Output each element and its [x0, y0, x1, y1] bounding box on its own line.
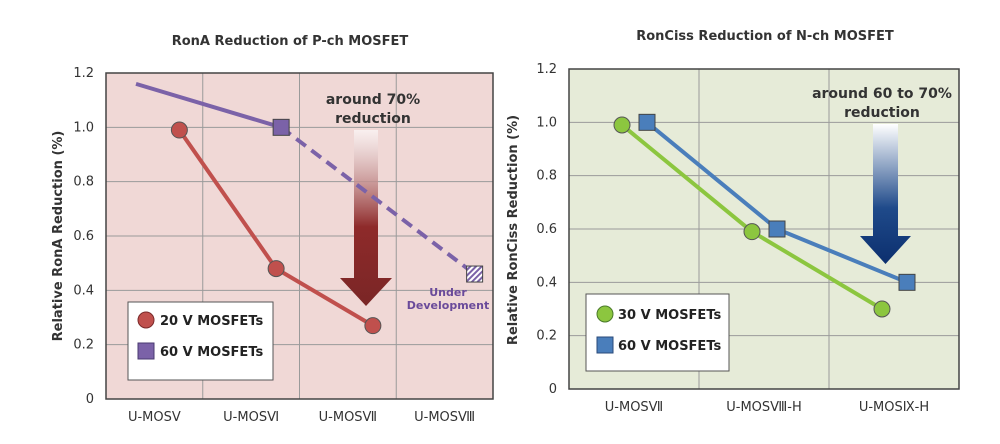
y-axis-label: Relative RonCiss Reduction (%) — [506, 115, 521, 345]
data-point — [613, 116, 631, 134]
y-tick-label: 0 — [549, 382, 557, 397]
data-point — [267, 260, 285, 278]
annotation-text: around 60 to 70% — [812, 86, 952, 102]
y-axis-label: Relative RonA Reduction (%) — [51, 131, 66, 342]
legend-box — [585, 293, 730, 372]
data-point — [768, 220, 786, 238]
y-tick-label: 0.8 — [73, 175, 94, 190]
x-tick-label: U-MOSⅦ — [605, 400, 663, 415]
legend-label: 20 V MOSFETs — [160, 314, 263, 329]
series-line-segment — [135, 81, 282, 130]
data-point — [272, 118, 290, 136]
legend-label: 30 V MOSFETs — [618, 308, 721, 323]
legend: 30 V MOSFETs 60 V MOSFETs — [585, 293, 730, 372]
under-development-label: Under — [429, 286, 467, 299]
y-tick-label: 0.2 — [536, 329, 557, 344]
y-tick-label: 1.2 — [536, 62, 557, 77]
y-tick-label: 0.8 — [536, 169, 557, 184]
data-point — [873, 300, 891, 318]
legend: 20 V MOSFETs 60 V MOSFETs — [127, 301, 274, 381]
chart-left: RonA Reduction of P-ch MOSFET 0 0.2 0.4 0.6… — [51, 34, 494, 425]
annotation-text: reduction — [335, 111, 411, 127]
y-tick-label: 0.4 — [73, 283, 94, 298]
x-tick-label: U-MOSⅤ — [128, 410, 181, 425]
legend-marker-square — [596, 336, 614, 354]
x-tick-label: U-MOSⅧ-H — [726, 400, 802, 415]
data-point — [638, 113, 656, 131]
arrow-down-icon — [860, 124, 911, 264]
chart-right: RonCiss Reduction of N-ch MOSFET 0 0.2 0.4… — [506, 29, 960, 415]
x-tick-label: U-MOSⅥ — [223, 410, 279, 425]
series-line-segment — [275, 266, 374, 328]
under-development-label: Development — [407, 299, 489, 312]
data-point — [743, 223, 761, 241]
reduction-arrow — [860, 124, 911, 264]
x-tick-label: U-MOSⅦ — [319, 410, 377, 425]
series-line-segment — [279, 125, 476, 276]
arrow-down-icon — [340, 130, 392, 306]
y-tick-label: 1.0 — [536, 115, 557, 130]
y-tick-label: 1.0 — [73, 120, 94, 135]
y-tick-label: 0.4 — [536, 275, 557, 290]
plot-border — [105, 72, 494, 400]
legend-label: 60 V MOSFETs — [618, 339, 721, 354]
legend-label: 60 V MOSFETs — [160, 345, 263, 360]
chart-title: RonA Reduction of P-ch MOSFET — [172, 34, 409, 49]
series-line-segment — [645, 120, 779, 231]
series-line-segment — [750, 229, 884, 311]
series-line-segment — [776, 227, 908, 285]
legend-marker-circle — [137, 311, 155, 329]
y-tick-label: 0.6 — [536, 222, 557, 237]
reduction-arrow — [340, 130, 392, 306]
y-tick-label: 0.6 — [73, 229, 94, 244]
data-point — [898, 273, 916, 291]
data-point — [170, 121, 188, 139]
y-tick-label: 0.2 — [73, 338, 94, 353]
chart-title: RonCiss Reduction of N-ch MOSFET — [636, 29, 894, 44]
annotation-text: reduction — [844, 105, 920, 121]
legend-marker-square — [137, 342, 155, 360]
x-tick-label: U-MOSⅨ-H — [859, 400, 929, 415]
y-tick-label: 0 — [86, 392, 94, 407]
legend-marker-circle — [596, 305, 614, 323]
data-point — [364, 317, 382, 335]
x-tick-label: U-MOSⅧ — [414, 410, 475, 425]
annotation-text: around 70% — [326, 92, 420, 108]
plot-border — [568, 68, 960, 390]
y-tick-label: 1.2 — [73, 66, 94, 81]
data-point — [466, 265, 484, 283]
series-line-segment — [177, 128, 278, 270]
series-line-segment — [620, 123, 754, 234]
